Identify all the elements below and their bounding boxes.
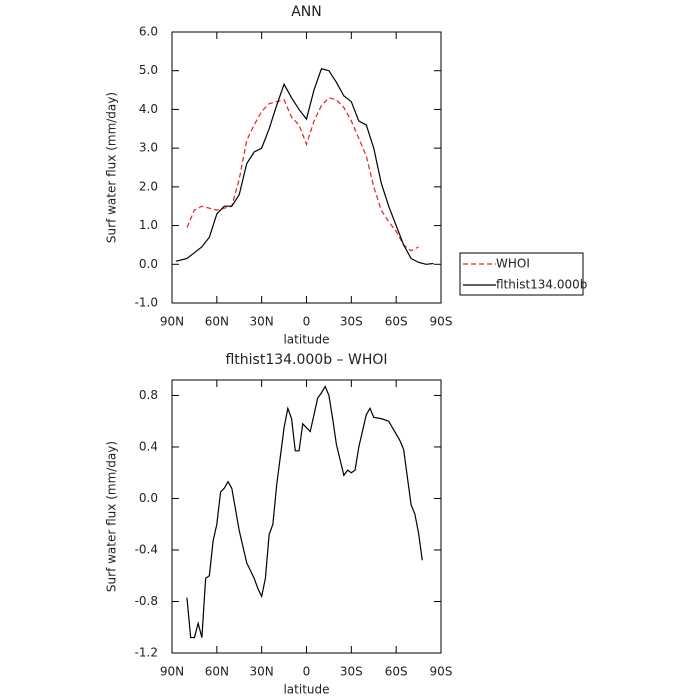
y-tick-label: 0.0 [139,257,158,271]
x-axis-label: latitude [283,683,329,697]
legend-label: WHOI [496,257,530,271]
x-tick-label: 90N [160,665,184,679]
y-tick-label: -0.4 [135,542,158,556]
x-tick-label: 30S [340,315,363,329]
chart-title: flthist134.000b – WHOI [225,352,387,368]
y-tick-label: 0.4 [139,439,158,453]
chart-title: ANN [291,4,322,20]
y-tick-label: 5.0 [139,63,158,77]
y-tick-label: 1.0 [139,218,158,232]
x-tick-label: 0 [303,315,311,329]
y-axis-label: Surf water flux (mm/day) [105,441,119,592]
y-tick-label: 0.0 [139,491,158,505]
plot-frame [171,31,442,304]
x-tick-label: 60S [385,665,408,679]
y-tick-label: 6.0 [139,25,158,39]
x-tick-label: 60N [205,665,229,679]
y-tick-label: -1.0 [135,296,158,310]
y-axis-label: Surf water flux (mm/day) [105,92,119,243]
y-tick-label: 3.0 [139,141,158,155]
y-tick-label: 4.0 [139,102,158,116]
x-tick-label: 90S [430,665,453,679]
x-tick-label: 60S [385,315,408,329]
legend-box [459,252,584,296]
x-tick-label: 60N [205,315,229,329]
plot-frame [171,379,442,654]
x-tick-label: 0 [303,665,311,679]
x-tick-label: 30S [340,665,363,679]
data-line [175,68,434,265]
data-line [186,97,419,252]
x-axis-label: latitude [283,333,329,347]
data-line [186,385,423,639]
y-tick-label: 0.8 [139,388,158,402]
x-tick-label: 90S [430,315,453,329]
y-tick-label: 2.0 [139,179,158,193]
y-tick-label: -1.2 [135,646,158,660]
y-tick-label: -0.8 [135,594,158,608]
legend-label: flthist134.000b [496,278,587,292]
x-tick-label: 90N [160,315,184,329]
x-tick-label: 30N [250,315,274,329]
x-tick-label: 30N [250,665,274,679]
